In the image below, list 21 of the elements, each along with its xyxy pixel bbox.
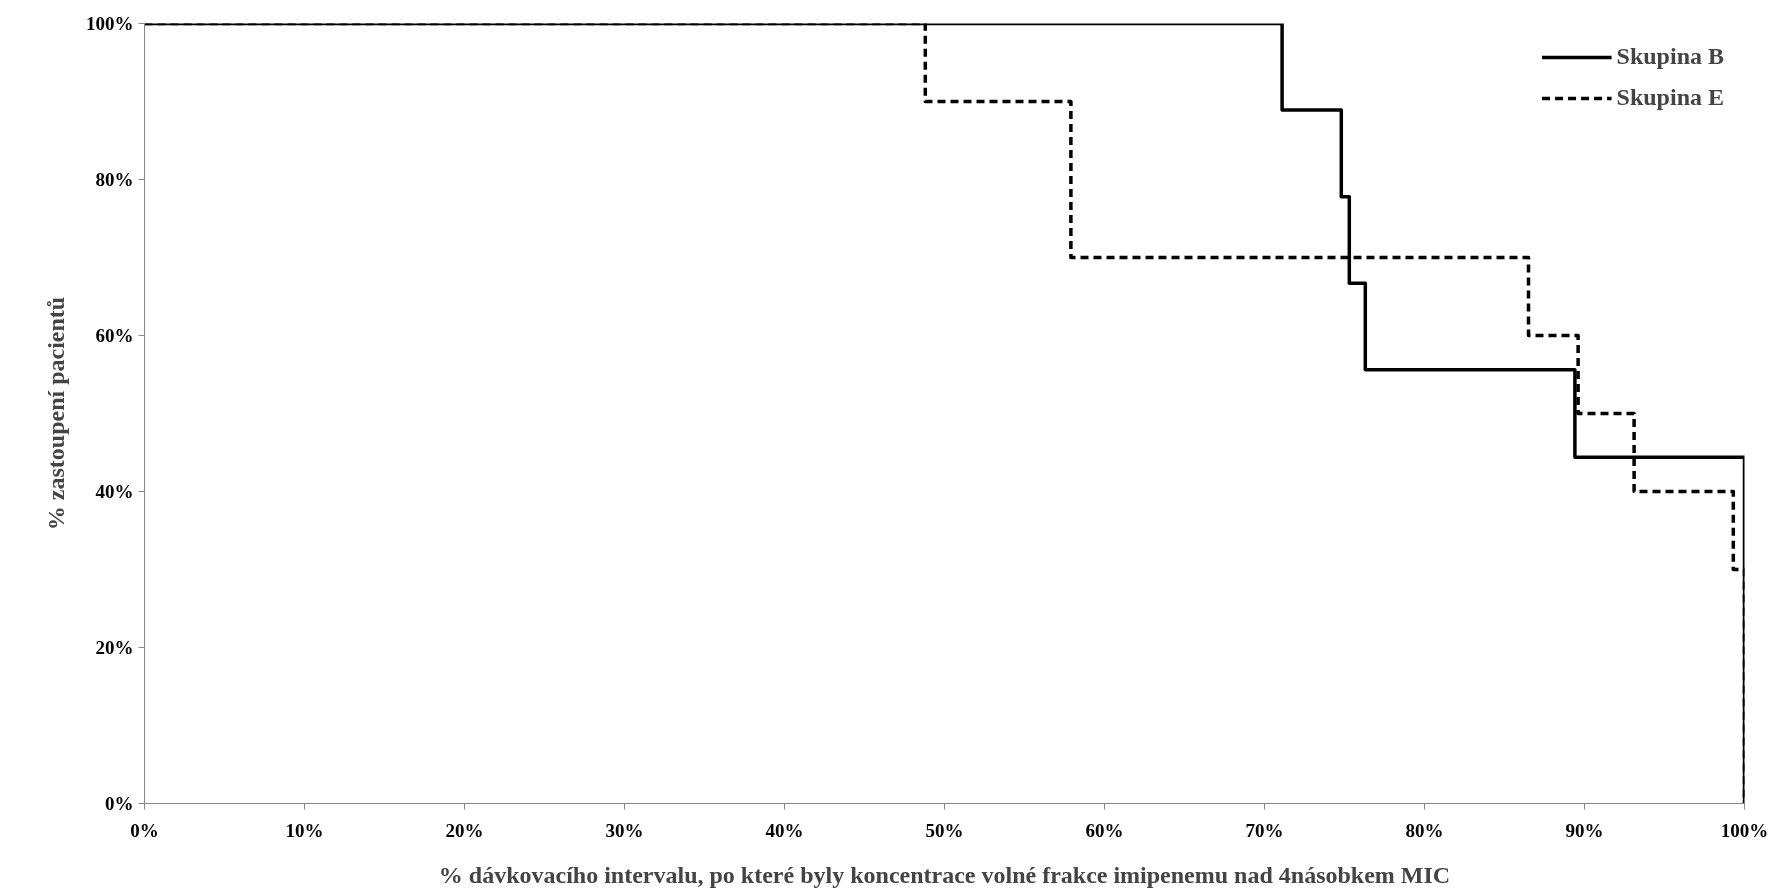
y-tick-label: 40%	[95, 481, 134, 502]
x-tick-label: 90%	[1565, 819, 1604, 841]
x-tick-label: 40%	[765, 819, 804, 841]
legend-label: Skupina E	[1616, 84, 1724, 111]
x-tick-label: 20%	[445, 819, 484, 841]
x-axis-title: % dávkovacího intervalu, po které byly koncentrace volné frakce imipenemu nad 4násobkem MIC	[438, 861, 1451, 888]
x-tick-label: 10%	[285, 819, 324, 841]
y-tick-label: 100%	[86, 13, 134, 34]
x-tick-label: 80%	[1405, 819, 1444, 841]
legend-label: Skupina B	[1616, 43, 1724, 70]
y-tick-label: 20%	[95, 637, 134, 658]
x-tick-label: 100%	[1720, 819, 1769, 841]
y-tick-label: 80%	[95, 169, 134, 190]
x-tick-label: 70%	[1245, 819, 1284, 841]
x-tick-label: 50%	[925, 819, 964, 841]
x-tick-label: 0%	[130, 819, 159, 841]
x-tick-label: 30%	[605, 819, 644, 841]
y-tick-label: 0%	[105, 793, 134, 814]
y-axis-title: % zastoupení pacientů	[43, 296, 69, 531]
x-tick-label: 60%	[1085, 819, 1124, 841]
y-tick-label: 60%	[95, 325, 134, 346]
